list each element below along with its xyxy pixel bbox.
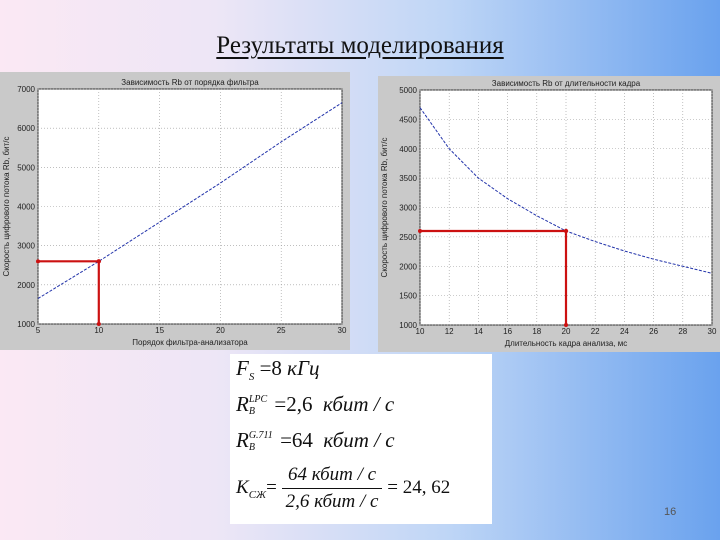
formula-fs-subscript: S [248, 371, 255, 383]
x-tick-label: 14 [474, 327, 483, 336]
x-tick-label: 18 [532, 327, 541, 336]
y-tick-label: 7000 [17, 85, 35, 94]
x-tick-label: 28 [678, 327, 687, 336]
formula-k-equals: = [266, 476, 277, 498]
x-tick-label: 12 [445, 327, 454, 336]
y-tick-label: 1000 [399, 321, 417, 330]
formula-fs-unit: кГц [287, 356, 320, 380]
chart-title: Зависимость Rb от длительности кадра [492, 79, 641, 88]
marker-y-intercept [418, 229, 422, 233]
formula-rb-g711-unit: кбит / с [323, 428, 395, 452]
formula-k-compression: KСЖ= 64 кбит / с 2,6 кбит / с = 24, 62 [236, 464, 450, 513]
formula-rb-lpc-subscript: B [248, 406, 255, 418]
chart-panel-order: 1000 2000 3000 4000 5000 6000 7000 5 10 15 20 25 30 З… [0, 72, 350, 350]
x-tick-label: 30 [708, 327, 717, 336]
x-tick-label: 26 [649, 327, 658, 336]
formula-rb-lpc-value: =2,6 [274, 392, 313, 416]
formula-rb-lpc: R LPC B =2,6 кбит / с [236, 392, 394, 418]
x-tick-label: 20 [216, 326, 225, 335]
y-tick-label: 3000 [17, 242, 35, 251]
formula-k-symbol: K [236, 476, 249, 498]
formula-rb-g711-value: =64 [280, 428, 313, 452]
y-tick-label: 1500 [399, 292, 417, 301]
formula-rb-g711-subscript: B [248, 442, 255, 454]
y-tick-label: 6000 [17, 124, 35, 133]
formula-fs-value: =8 [259, 356, 282, 380]
marker-x-intercept [96, 322, 101, 326]
formula-rb-g711: R G.711 B =64 кбит / с [236, 428, 395, 454]
y-tick-label: 3500 [399, 174, 417, 183]
chart-panel-frame: 1000 1500 2000 2500 3000 3500 4000 4500 5000 10 12… [378, 76, 720, 352]
formula-k-subscript: СЖ [248, 488, 267, 501]
x-axis-label: Порядок фильтра-анализатора [132, 338, 248, 347]
y-tick-label: 5000 [399, 86, 417, 95]
x-tick-label: 24 [620, 327, 629, 336]
series-line [37, 102, 343, 299]
marker-x-intercept [564, 323, 568, 327]
y-tick-label: 3000 [399, 204, 417, 213]
y-axis-label: Скорость цифрового потока Rb, бит/с [380, 138, 389, 278]
formula-k-denominator: 2,6 кбит / с [285, 491, 379, 512]
x-tick-label: 20 [562, 327, 571, 336]
x-tick-label: 22 [591, 327, 600, 336]
chart-rb-vs-frame-duration: 1000 1500 2000 2500 3000 3500 4000 4500 5000 10 12… [380, 79, 717, 348]
chart-title: Зависимость Rb от порядка фильтра [121, 78, 259, 87]
plot-area [37, 88, 343, 325]
x-tick-label: 5 [36, 326, 41, 335]
slide-title: Результаты моделирования [216, 32, 504, 59]
y-tick-label: 4000 [399, 145, 417, 154]
y-tick-label: 1000 [17, 320, 35, 329]
formula-rb-lpc-symbol: R [236, 392, 249, 416]
formula-k-numerator: 64 кбит / с [281, 464, 383, 489]
formula-fs-symbol: F [236, 356, 249, 380]
marker-point [96, 259, 102, 264]
formula-rb-g711-superscript: G.711 [248, 430, 273, 442]
formula-rb-lpc-unit: кбит / с [323, 392, 395, 416]
formula-k-result: = 24, 62 [387, 476, 451, 498]
y-tick-label: 2000 [17, 281, 35, 290]
y-tick-label: 2000 [399, 262, 417, 271]
x-tick-label: 25 [277, 326, 286, 335]
y-axis-label: Скорость цифрового потока Rb, бит/с [2, 137, 11, 277]
x-tick-label: 16 [503, 327, 512, 336]
x-tick-label: 10 [416, 327, 425, 336]
formula-rb-lpc-superscript: LPC [248, 394, 268, 406]
formula-fs: FS =8 кГц [236, 356, 320, 383]
marker-point [563, 228, 569, 234]
y-tick-label: 2500 [399, 233, 417, 242]
y-tick-label: 5000 [17, 163, 35, 172]
x-tick-label: 10 [94, 326, 103, 335]
y-tick-label: 4000 [17, 203, 35, 212]
x-tick-label: 15 [155, 326, 164, 335]
formula-k-fraction: 64 кбит / с 2,6 кбит / с [281, 464, 383, 513]
x-tick-label: 30 [338, 326, 347, 335]
y-tick-label: 4500 [399, 115, 417, 124]
marker-y-intercept [36, 259, 40, 264]
formula-rb-g711-symbol: R [236, 428, 249, 452]
x-axis-label: Длительность кадра анализа, мс [505, 339, 628, 348]
formula-block: FS =8 кГц R LPC B =2,6 кбит / с R G.711 B =6… [230, 354, 492, 524]
chart-rb-vs-filter-order: 1000 2000 3000 4000 5000 6000 7000 5 10 15 20 25 30 З… [2, 78, 347, 347]
page-number: 16 [664, 506, 677, 518]
